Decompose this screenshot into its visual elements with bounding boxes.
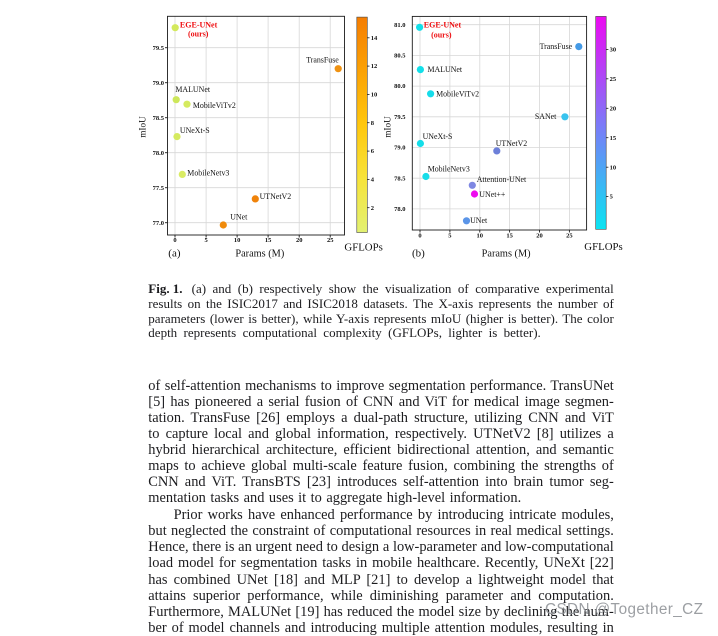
svg-text:TransFuse: TransFuse [306,56,339,65]
svg-text:5: 5 [448,233,452,240]
svg-text:UNeXt-S: UNeXt-S [423,132,453,141]
svg-text:15: 15 [265,237,272,244]
svg-text:4: 4 [371,177,375,184]
svg-text:12: 12 [371,63,378,70]
svg-text:UNet: UNet [230,213,248,222]
svg-text:20: 20 [610,105,617,112]
svg-text:10: 10 [234,237,241,244]
svg-text:0: 0 [418,233,421,240]
svg-text:20: 20 [296,237,303,244]
svg-text:25: 25 [327,237,334,244]
svg-text:10: 10 [477,233,484,240]
svg-text:10: 10 [371,92,378,99]
svg-text:79.5: 79.5 [153,45,165,52]
svg-text:MALUNet: MALUNet [175,85,210,94]
svg-text:80.5: 80.5 [394,53,406,60]
svg-text:8: 8 [371,120,375,127]
svg-text:UTNetV2: UTNetV2 [260,192,292,201]
svg-text:80.0: 80.0 [394,83,405,90]
svg-text:EGE-UNet: EGE-UNet [424,21,462,30]
svg-text:79.0: 79.0 [394,145,405,152]
svg-text:EGE-UNet: EGE-UNet [180,21,218,30]
svg-text:MobileViTv2: MobileViTv2 [193,101,236,110]
svg-text:MobileViTv2: MobileViTv2 [436,89,479,98]
svg-text:UNet++: UNet++ [479,190,506,199]
svg-text:TransFuse: TransFuse [540,42,573,51]
svg-text:(a): (a) [168,248,181,260]
svg-text:(ours): (ours) [431,30,452,39]
svg-text:77.0: 77.0 [153,220,164,227]
svg-text:30: 30 [610,47,617,54]
svg-text:SANet: SANet [535,112,557,121]
svg-text:UTNetV2: UTNetV2 [496,139,528,148]
svg-text:6: 6 [371,148,375,155]
svg-text:77.5: 77.5 [153,185,165,192]
svg-text:(ours): (ours) [188,30,209,39]
svg-text:78.0: 78.0 [153,150,164,157]
svg-text:2: 2 [371,205,374,212]
svg-text:0: 0 [173,237,176,244]
svg-text:25: 25 [566,233,573,240]
svg-text:79.0: 79.0 [153,80,164,87]
svg-text:5: 5 [610,194,614,201]
svg-text:78.5: 78.5 [153,115,165,122]
svg-text:78.0: 78.0 [394,206,405,213]
svg-text:81.0: 81.0 [394,22,405,29]
svg-text:79.5: 79.5 [394,114,406,121]
svg-text:25: 25 [610,76,617,83]
svg-text:mIoU: mIoU [383,116,393,138]
svg-text:MobileNetv3: MobileNetv3 [428,165,470,174]
svg-text:UNet: UNet [470,216,488,225]
svg-text:MobileNetv3: MobileNetv3 [187,169,229,178]
svg-text:Params (M): Params (M) [235,249,284,260]
svg-text:78.5: 78.5 [394,175,406,182]
svg-text:mIoU: mIoU [138,116,148,138]
svg-text:15: 15 [610,135,617,142]
svg-text:GFLOPs: GFLOPs [584,241,622,253]
svg-text:(b): (b) [412,247,425,259]
svg-text:GFLOPs: GFLOPs [344,241,382,253]
svg-text:14: 14 [371,35,378,42]
svg-text:20: 20 [536,233,543,240]
svg-text:5: 5 [204,237,208,244]
svg-text:10: 10 [610,164,617,171]
svg-text:UNeXt-S: UNeXt-S [180,126,210,135]
svg-text:15: 15 [506,233,513,240]
svg-text:Params (M): Params (M) [482,249,531,260]
svg-text:Attention-UNet: Attention-UNet [477,175,527,184]
svg-text:MALUNet: MALUNet [428,65,463,74]
